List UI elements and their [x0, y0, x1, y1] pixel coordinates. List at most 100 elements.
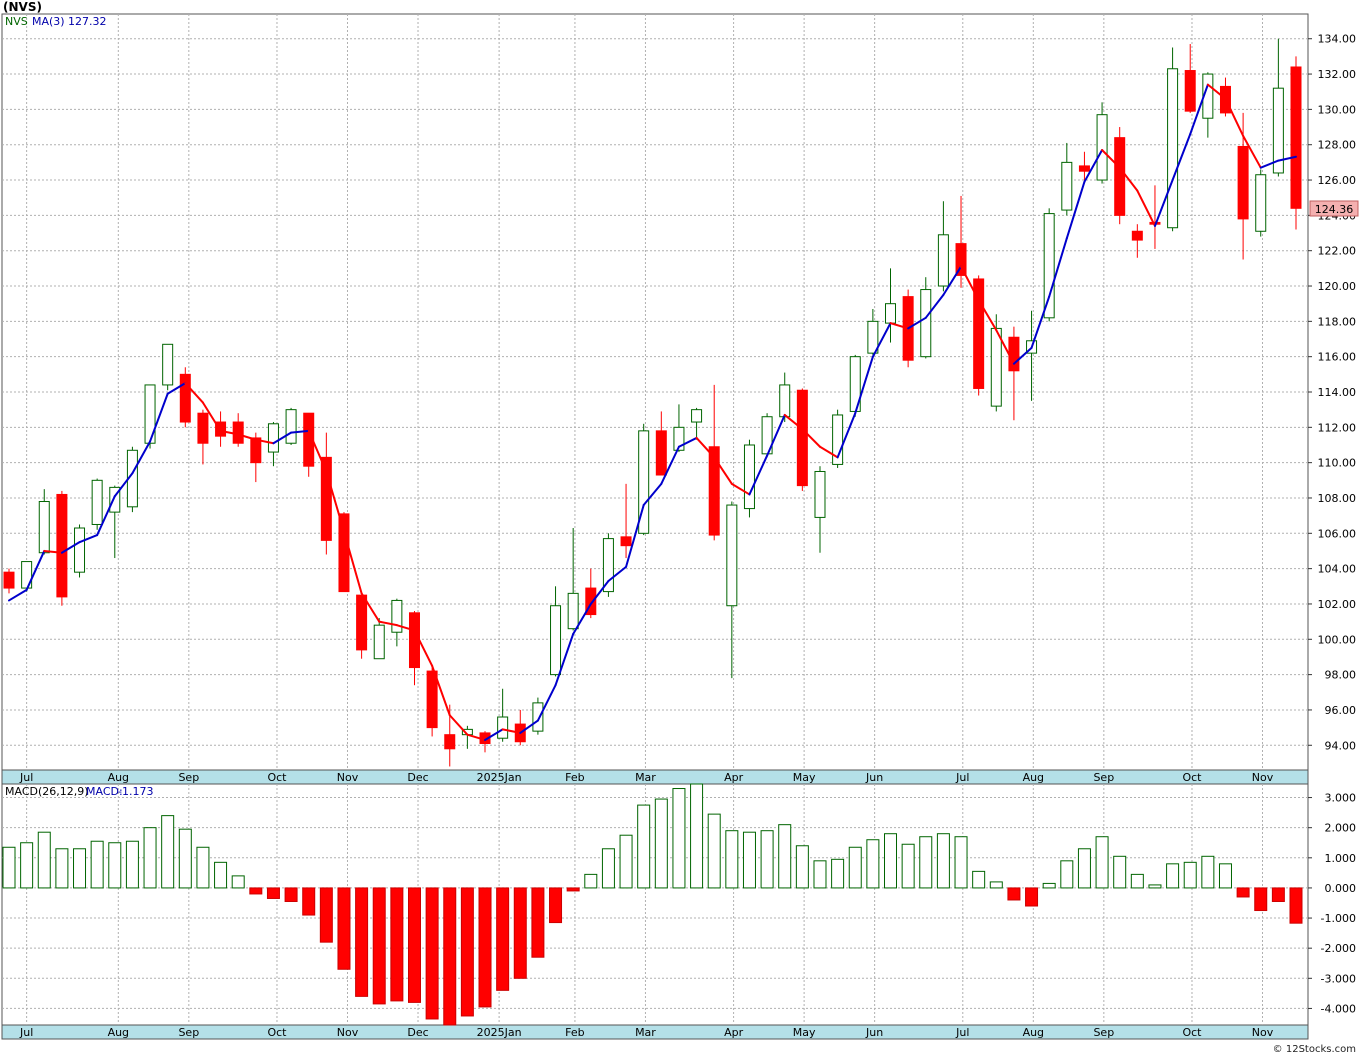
macd-bar [813, 860, 827, 889]
ma-segment [378, 620, 398, 627]
candle-body [1078, 165, 1090, 172]
ma-segment [818, 445, 839, 459]
macd-tick-label: -2.000 [1321, 942, 1356, 955]
candle-body [885, 303, 897, 324]
ma-segment [766, 413, 786, 457]
ma-segment [589, 580, 610, 605]
macd-bar [1130, 873, 1144, 889]
ma-segment [184, 382, 204, 404]
macd-tick-label: -3.000 [1321, 972, 1356, 985]
macd-bar [972, 870, 986, 889]
candle-body [74, 527, 86, 573]
ma-segment [783, 413, 804, 431]
ma-segment [78, 534, 99, 544]
candle-body [38, 501, 50, 554]
ma-segment [1012, 346, 1033, 365]
macd-bar [1025, 887, 1039, 907]
ma-segment [254, 438, 275, 445]
candle-body [338, 513, 350, 593]
macd-bar [143, 827, 157, 889]
macd-legend-label: MACD(26,12,9) [5, 785, 89, 798]
ma-segment [325, 470, 345, 533]
candle-body [620, 536, 632, 547]
month-label: Oct [267, 771, 287, 784]
candle-body [197, 412, 209, 444]
ma-segment [607, 565, 628, 582]
ma-segment [854, 355, 874, 415]
month-label: Aug [108, 771, 129, 784]
macd-bar [90, 840, 104, 889]
price-tick-label: 110.00 [1318, 457, 1357, 470]
macd-bar [1201, 855, 1215, 889]
candle-body [832, 414, 844, 465]
macd-bar [125, 840, 139, 889]
macd-bar [20, 842, 34, 889]
macd-bar [284, 887, 298, 902]
price-tick-label: 106.00 [1318, 527, 1357, 540]
macd-bar [531, 887, 545, 958]
macd-bar [742, 831, 756, 889]
macd-bar [619, 834, 633, 889]
macd-bar [73, 848, 87, 889]
month-label: Sep [1093, 771, 1114, 784]
candle-body [743, 444, 755, 510]
candle-body [1255, 174, 1267, 232]
macd-bar [407, 887, 421, 1003]
last-price-label: 124.36 [1315, 203, 1354, 216]
macd-bar [954, 836, 968, 889]
ma-segment [8, 588, 28, 602]
ma-segment [1242, 134, 1262, 169]
candle-body [1061, 161, 1073, 211]
macd-bar [778, 824, 792, 889]
ma-segment [836, 412, 857, 459]
candle-body [726, 504, 738, 607]
month-label: Oct [1182, 1026, 1202, 1039]
chart-title: (NVS) [3, 0, 42, 14]
ma-segment [395, 624, 416, 632]
macd-bar [513, 887, 527, 979]
macd-tick-label: -1.000 [1321, 912, 1356, 925]
ma-segment [307, 429, 328, 473]
price-tick-label: 108.00 [1318, 492, 1357, 505]
month-label: Nov [337, 1026, 359, 1039]
ma-segment [1048, 237, 1068, 298]
macd-bar [1042, 882, 1056, 889]
legend-ma-label: MA(3) [32, 15, 65, 28]
macd-bar [1254, 887, 1268, 912]
price-date-axis [1, 769, 1309, 785]
ma-segment [1136, 189, 1156, 227]
macd-bar [1077, 848, 1091, 889]
macd-bar [1236, 887, 1250, 898]
price-tick-label: 116.00 [1318, 351, 1357, 364]
ma-segment [342, 530, 363, 595]
macd-bar [936, 833, 950, 889]
macd-bar [549, 887, 563, 924]
macd-bar [1113, 855, 1127, 889]
candle-body [796, 389, 808, 487]
ma-segment [871, 322, 892, 358]
month-label: Dec [407, 1026, 428, 1039]
ma-segment [554, 632, 575, 687]
ma-segment [431, 664, 451, 717]
macd-bar [460, 887, 474, 1017]
ma-segment [484, 728, 504, 741]
macd-bar [584, 873, 598, 889]
macd-bar [266, 887, 280, 899]
legend-symbol: NVS [5, 15, 28, 28]
candle-body [973, 278, 985, 389]
macd-bar [760, 830, 774, 889]
candle-body [937, 234, 949, 287]
month-label: Oct [267, 1026, 287, 1039]
candle-body [990, 327, 1002, 407]
macd-tick-label: 0.000 [1325, 882, 1357, 895]
candle-body [426, 670, 438, 729]
macd-bar [496, 887, 510, 991]
macd-bar [337, 887, 351, 970]
candle-body [267, 423, 279, 453]
candle-body [1167, 68, 1179, 229]
ma-segment [907, 316, 927, 330]
macd-bar [848, 846, 862, 889]
macd-bar [566, 887, 580, 892]
ma-segment [536, 684, 557, 722]
